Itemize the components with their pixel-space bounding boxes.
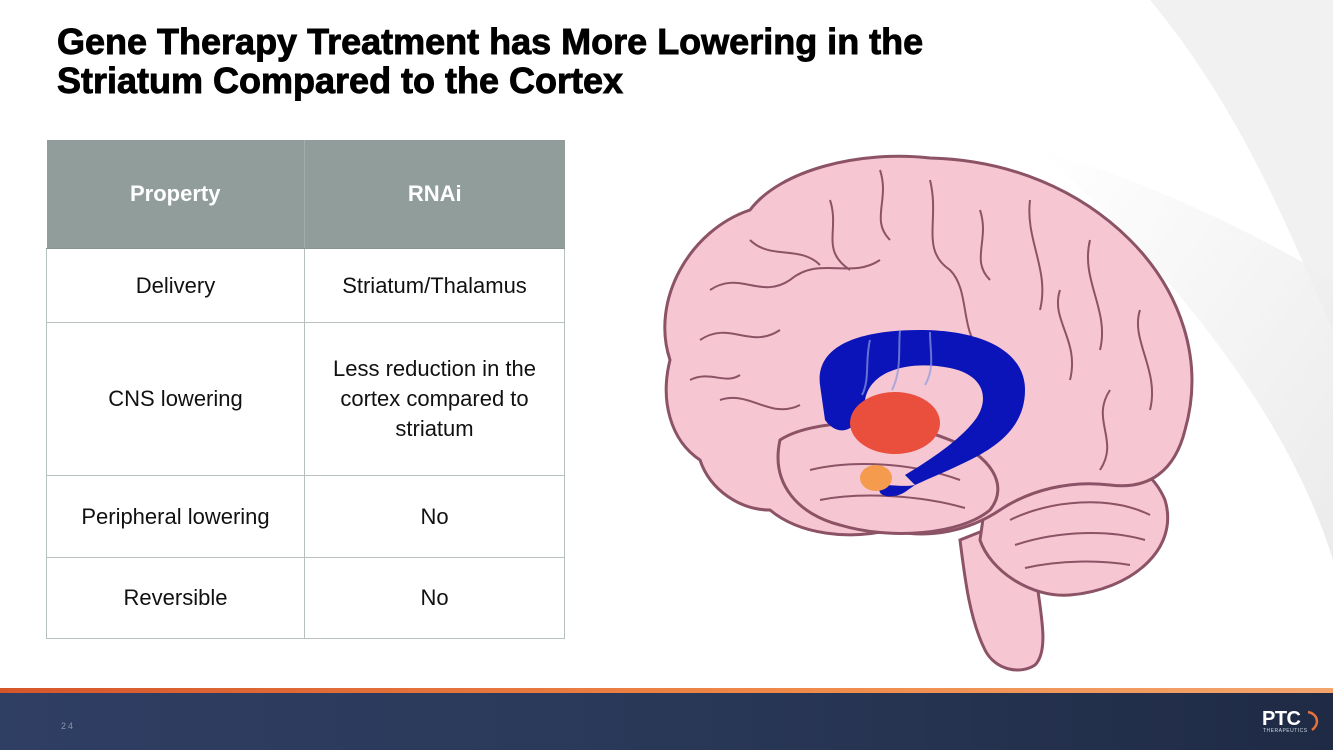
column-header-property: Property [46, 140, 305, 249]
title-line-1: Gene Therapy Treatment has More Lowering… [57, 21, 924, 62]
properties-table: Property RNAi Delivery Striatum/Thalamus… [46, 140, 565, 639]
basal-ganglia [819, 329, 1025, 497]
logo-swoosh-icon [1307, 710, 1319, 731]
table-row: Peripheral lowering No [46, 475, 565, 558]
rnai-cell: Less reduction in the cortex compared to… [304, 322, 565, 476]
page-number: 24 [61, 721, 76, 731]
property-cell: CNS lowering [46, 322, 305, 476]
table-row: Reversible No [46, 557, 565, 639]
table-row: Delivery Striatum/Thalamus [46, 248, 565, 323]
footer-accent-line [0, 688, 1333, 693]
table-header-row: Property RNAi [46, 140, 565, 249]
ptc-logo: PTC THERAPEUTICS [1262, 708, 1322, 740]
logo-text: PTC [1262, 708, 1301, 730]
column-header-rnai: RNAi [304, 140, 565, 249]
property-cell: Delivery [46, 248, 305, 323]
rnai-cell: No [304, 475, 565, 558]
property-cell: Reversible [46, 557, 305, 639]
page-title: Gene Therapy Treatment has More Lowering… [57, 21, 1207, 101]
table-row: CNS lowering Less reduction in the corte… [46, 322, 565, 476]
title-line-2: Striatum Compared to the Cortex [57, 60, 624, 101]
rnai-cell: No [304, 557, 565, 639]
footer-bar [0, 693, 1333, 750]
brain-illustration-icon [663, 154, 1194, 672]
rnai-cell: Striatum/Thalamus [304, 248, 565, 323]
property-cell: Peripheral lowering [46, 475, 305, 558]
logo-subtext: THERAPEUTICS [1263, 728, 1308, 734]
